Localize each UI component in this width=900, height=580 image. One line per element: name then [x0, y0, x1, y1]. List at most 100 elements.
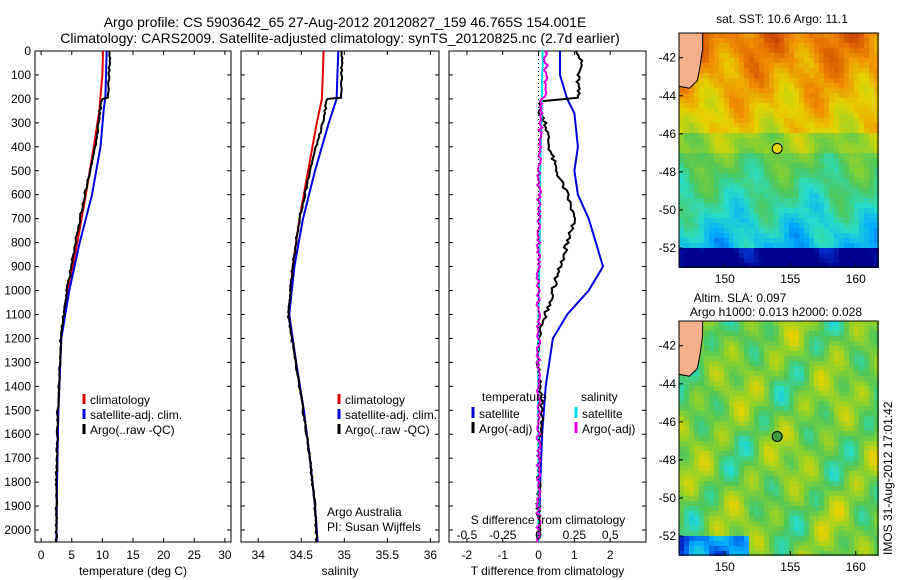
map-cell — [774, 341, 779, 346]
map-cell — [754, 431, 759, 436]
map-cell — [759, 203, 764, 208]
map-cell — [864, 441, 869, 446]
map-cell — [834, 123, 839, 128]
map-cell — [854, 321, 859, 326]
map-cell — [789, 163, 794, 168]
map-cell — [709, 531, 714, 536]
map-cell — [864, 336, 869, 341]
map-cell — [849, 153, 854, 158]
argo-float-marker — [771, 142, 783, 154]
map-cell — [769, 466, 774, 471]
map-cell — [874, 461, 879, 466]
map-cell — [844, 113, 849, 118]
map-cell — [769, 406, 774, 411]
map-cell — [749, 33, 754, 38]
map-cell — [764, 158, 769, 163]
map-cell — [769, 248, 774, 253]
map-cell — [699, 223, 704, 228]
map-cell — [814, 331, 819, 336]
map-cell — [714, 536, 719, 541]
map-cell — [804, 321, 809, 326]
map-cell — [759, 416, 764, 421]
map-cell — [869, 153, 874, 158]
map-cell — [759, 93, 764, 98]
difference-series-satellite — [537, 51, 605, 543]
map-cell — [774, 346, 779, 351]
map-cell — [804, 128, 809, 133]
map-cell — [724, 98, 729, 103]
map-cell — [829, 416, 834, 421]
map-cell — [854, 386, 859, 391]
map-cell — [859, 451, 864, 456]
map-cell — [709, 58, 714, 63]
map-cell — [779, 526, 784, 531]
map-cell — [779, 486, 784, 491]
map-cell — [774, 516, 779, 521]
map-cell — [679, 411, 684, 416]
map-cell — [804, 223, 809, 228]
map-cell — [779, 133, 784, 138]
map-cell — [854, 223, 859, 228]
difference-xlabel: T difference from climatology — [471, 564, 625, 578]
map-cell — [684, 406, 689, 411]
map-cell — [844, 436, 849, 441]
map-cell — [809, 346, 814, 351]
map-cell — [804, 371, 809, 376]
depth-tick-label: 1100 — [5, 307, 31, 321]
map-cell — [769, 361, 774, 366]
map-cell — [719, 58, 724, 63]
map-cell — [799, 411, 804, 416]
map-cell — [779, 48, 784, 53]
map-cell — [684, 238, 689, 243]
map-cell — [819, 148, 824, 153]
map-cell — [804, 376, 809, 381]
map-cell — [759, 456, 764, 461]
map-cell — [789, 238, 794, 243]
map-cell — [844, 168, 849, 173]
map-cell — [784, 546, 789, 551]
map-cell — [794, 73, 799, 78]
map-cell — [779, 346, 784, 351]
map-cell — [784, 551, 789, 556]
map-cell — [819, 321, 824, 326]
map-cell — [834, 481, 839, 486]
map-cell — [814, 48, 819, 53]
map-cell — [739, 108, 744, 113]
map-cell — [854, 456, 859, 461]
map-cell — [734, 366, 739, 371]
map-cell — [874, 336, 879, 341]
map-cell — [699, 496, 704, 501]
map-cell — [734, 541, 739, 546]
map-cell — [819, 93, 824, 98]
map-cell — [699, 451, 704, 456]
map-cell — [869, 521, 874, 526]
map-cell — [704, 436, 709, 441]
map-xtick-label: 160 — [846, 272, 866, 286]
map-xtick-label: 155 — [780, 560, 800, 574]
map-cell — [704, 536, 709, 541]
map-cell — [804, 461, 809, 466]
map-cell — [874, 223, 879, 228]
map-cell — [684, 118, 689, 123]
depth-tick-label: 1000 — [4, 284, 31, 298]
map-cell — [704, 73, 709, 78]
map-cell — [774, 118, 779, 123]
map-cell — [819, 138, 824, 143]
map-cell — [779, 213, 784, 218]
map-cell — [834, 341, 839, 346]
map-cell — [819, 546, 824, 551]
map-cell — [839, 43, 844, 48]
map-cell — [824, 501, 829, 506]
map-cell — [814, 476, 819, 481]
map-cell — [864, 163, 869, 168]
map-cell — [744, 253, 749, 258]
map-cell — [749, 511, 754, 516]
map-cell — [754, 33, 759, 38]
map-cell — [694, 128, 699, 133]
map-cell — [684, 93, 689, 98]
map-cell — [779, 401, 784, 406]
map-cell — [864, 203, 869, 208]
map-cell — [734, 63, 739, 68]
map-cell — [749, 123, 754, 128]
map-cell — [714, 228, 719, 233]
